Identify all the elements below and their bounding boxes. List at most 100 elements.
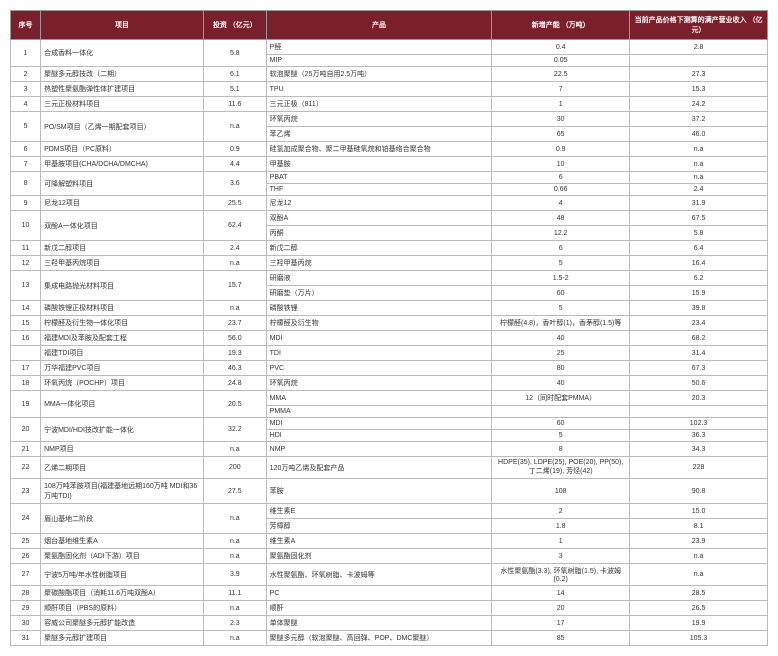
cell-revenue: 2.8 [630, 40, 768, 55]
cell-revenue: 34.3 [630, 442, 768, 457]
cell-product: 新戊二醇 [266, 241, 492, 256]
cell-revenue: 15.3 [630, 82, 768, 97]
cell-investment: 25.5 [204, 196, 267, 211]
cell-project: 磷酸铁锂正极材料项目 [41, 301, 204, 316]
cell-product: PVC [266, 361, 492, 376]
table-row: 22乙烯二期项目200120万吨乙烯及配套产品HDPE(35), LDPE(25… [11, 457, 768, 479]
cell-project: 三元正极材料项目 [41, 97, 204, 112]
cell-investment: n.a [204, 504, 267, 534]
cell-product: HDI [266, 430, 492, 442]
cell-capacity: 0.05 [492, 55, 630, 67]
table-row: 13集成电路抛光材料项目15.7研磨液1.5-26.2 [11, 271, 768, 286]
cell-capacity: 4 [492, 196, 630, 211]
cell-product: 三羟甲基丙烷 [266, 256, 492, 271]
cell-capacity: 40 [492, 331, 630, 346]
cell-product: TDI [266, 346, 492, 361]
cell-product: 120万吨乙烯及配套产品 [266, 457, 492, 479]
cell-product: 单体聚醚 [266, 616, 492, 631]
cell-product: 水性聚氨酯、环氧树脂、卡波姆等 [266, 564, 492, 586]
table-row: 8可降解塑料项目3.6PBAT6n.a [11, 172, 768, 184]
cell-investment: 24.8 [204, 376, 267, 391]
cell-capacity: 12（同时配套PMMA） [492, 391, 630, 406]
table-row: 2聚醚多元醇技改（二期）6.1软泡聚醚（25万吨自用2.5万吨）22.527.3 [11, 67, 768, 82]
cell-capacity: 1.5-2 [492, 271, 630, 286]
cell-product: MMA [266, 391, 492, 406]
cell-index: 4 [11, 97, 41, 112]
cell-revenue: 24.2 [630, 97, 768, 112]
table-row: 7甲基胺项目(CHA/DCHA/DMCHA)4.4甲基胺10n.a [11, 157, 768, 172]
cell-investment: 23.7 [204, 316, 267, 331]
cell-capacity: 85 [492, 631, 630, 646]
table-row: 18环氧丙烷（POCHP）项目24.8环氧丙烷4050.6 [11, 376, 768, 391]
cell-capacity: 0.4 [492, 40, 630, 55]
table-row: 1合成香料一体化5.8P醛0.42.8 [11, 40, 768, 55]
cell-revenue: 228 [630, 457, 768, 479]
cell-revenue: 31.4 [630, 346, 768, 361]
cell-product: 甲基胺 [266, 157, 492, 172]
table-header: 序号 项目 投资 （亿元） 产品 新增产能 （万吨） 当前产品价格下测算的满产营… [11, 11, 768, 40]
cell-investment: 15.7 [204, 271, 267, 301]
cell-investment: n.a [204, 601, 267, 616]
cell-project: 福建MDI及苯胺及配套工程 [41, 331, 204, 346]
cell-project: 福建TDI项目 [41, 346, 204, 361]
header-capacity: 新增产能 （万吨） [492, 11, 630, 40]
cell-revenue: 5.8 [630, 226, 768, 241]
cell-index: 10 [11, 211, 41, 241]
cell-project: MMA一体化项目 [41, 391, 204, 418]
cell-capacity: 1 [492, 534, 630, 549]
cell-capacity: 25 [492, 346, 630, 361]
cell-capacity: 0.9 [492, 142, 630, 157]
table-row: 31聚醚多元醇扩建项目n.a聚醚多元醇（软泡聚醚、高回弹、POP、DMC聚醚）8… [11, 631, 768, 646]
cell-index: 24 [11, 504, 41, 534]
cell-index: 16 [11, 331, 41, 346]
cell-revenue: 50.6 [630, 376, 768, 391]
cell-product: 维生素A [266, 534, 492, 549]
cell-revenue: n.a [630, 172, 768, 184]
cell-investment: 6.1 [204, 67, 267, 82]
cell-revenue: 46.0 [630, 127, 768, 142]
cell-index: 26 [11, 549, 41, 564]
cell-revenue: 27.3 [630, 67, 768, 82]
cell-capacity: 3 [492, 549, 630, 564]
cell-revenue: 2.4 [630, 184, 768, 196]
table-row: 30容威公司聚醚多元醇扩能改造2.3单体聚醚1719.9 [11, 616, 768, 631]
cell-project: 万华福建PVC项目 [41, 361, 204, 376]
cell-product: 聚醚多元醇（软泡聚醚、高回弹、POP、DMC聚醚） [266, 631, 492, 646]
cell-index: 30 [11, 616, 41, 631]
table-row: 4三元正极材料项目11.6三元正极（811）124.2 [11, 97, 768, 112]
cell-index: 25 [11, 534, 41, 549]
cell-capacity: 14 [492, 586, 630, 601]
cell-index: 31 [11, 631, 41, 646]
cell-index [11, 346, 41, 361]
cell-product: 软泡聚醚（25万吨自用2.5万吨） [266, 67, 492, 82]
header-index: 序号 [11, 11, 41, 40]
cell-product: 三元正极（811） [266, 97, 492, 112]
cell-project: 宁波5万吨/年水性树脂项目 [41, 564, 204, 586]
cell-project: PDMS项目（PC原料） [41, 142, 204, 157]
cell-revenue: 67.3 [630, 361, 768, 376]
cell-project: 甲基胺项目(CHA/DCHA/DMCHA) [41, 157, 204, 172]
table-row: 29顺酐项目（PBS的原料）n.a顺酐2026.5 [11, 601, 768, 616]
cell-project: 柠檬醛及衍生物一体化项目 [41, 316, 204, 331]
cell-revenue [630, 406, 768, 418]
cell-revenue: 6.4 [630, 241, 768, 256]
cell-investment: 2.3 [204, 616, 267, 631]
cell-capacity: 12.2 [492, 226, 630, 241]
cell-index: 7 [11, 157, 41, 172]
data-table: 序号 项目 投资 （亿元） 产品 新增产能 （万吨） 当前产品价格下测算的满产营… [10, 10, 768, 646]
table-row: 14磷酸铁锂正极材料项目n.a磷酸铁锂539.8 [11, 301, 768, 316]
cell-revenue: 105.3 [630, 631, 768, 646]
cell-capacity: 80 [492, 361, 630, 376]
cell-project: 乙烯二期项目 [41, 457, 204, 479]
cell-project: 顺酐项目（PBS的原料） [41, 601, 204, 616]
cell-investment: 32.2 [204, 418, 267, 442]
cell-capacity: HDPE(35), LDPE(25), POE(20), PP(50), 丁二烯… [492, 457, 630, 479]
cell-investment: n.a [204, 442, 267, 457]
cell-investment: 4.4 [204, 157, 267, 172]
cell-investment: 5.8 [204, 40, 267, 67]
cell-revenue: 19.9 [630, 616, 768, 631]
table-row: 10双酚A一体化项目62.4双酚A4867.5 [11, 211, 768, 226]
cell-capacity: 22.5 [492, 67, 630, 82]
cell-index: 21 [11, 442, 41, 457]
cell-revenue: 23.4 [630, 316, 768, 331]
